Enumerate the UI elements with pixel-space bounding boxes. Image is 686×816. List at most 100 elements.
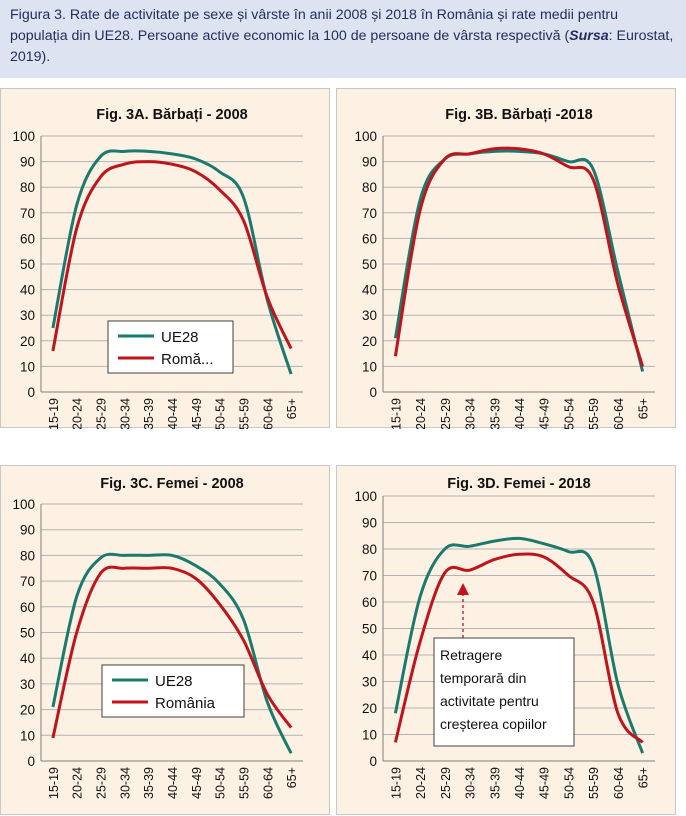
- y-tick-label: 40: [362, 283, 377, 298]
- series-line-romania: [51, 160, 293, 352]
- annotation-text: activitate pentru: [440, 693, 539, 709]
- series-line-ue28: [393, 536, 645, 754]
- chart-panel-3b: Fig. 3B. Bărbați -2018 0 10 20 30 40 50 60 70 80 9…: [336, 88, 676, 429]
- y-tick-label: 80: [362, 542, 377, 557]
- legend-label: UE28: [161, 329, 199, 346]
- x-tick-label: 30-34: [118, 398, 132, 429]
- y-tick-label: 100: [12, 497, 35, 512]
- x-tick-label: 45-49: [538, 398, 552, 429]
- x-tick-label: 55-59: [587, 767, 601, 799]
- x-tick-label: 50-54: [214, 398, 228, 429]
- y-tick-label: 20: [20, 334, 35, 349]
- x-tick-label: 30-34: [118, 767, 132, 799]
- legend-label: UE28: [155, 673, 193, 690]
- y-tick-label: 0: [369, 754, 377, 769]
- legend-label: România: [155, 695, 216, 712]
- x-tick-label: 25-29: [95, 398, 109, 429]
- chart-title: Fig. 3A. Bărbați - 2008: [96, 107, 248, 123]
- y-tick-label: 100: [354, 489, 377, 504]
- annotation-box: [433, 637, 575, 747]
- caption-source-label: Sursa: [569, 28, 609, 44]
- chart-panel-3a: Fig. 3A. Bărbați - 2008 0 10 20 30 40 50 60 70 80…: [0, 88, 330, 429]
- x-tick-label: 50-54: [562, 767, 576, 799]
- chart-3a: Fig. 3A. Bărbați - 2008 0 10 20 30 40 50 60 70 80…: [12, 107, 303, 429]
- y-tick-label: 90: [20, 155, 35, 170]
- y-tick-label: 90: [362, 155, 377, 170]
- y-tick-label: 100: [12, 129, 35, 144]
- chart-title: Fig. 3C. Femei - 2008: [100, 476, 243, 492]
- series-line-ue28: [393, 149, 645, 372]
- chart-3c: Fig. 3C. Femei - 2008 0 10 20 30 40 50 60 70 80 90…: [12, 476, 303, 799]
- x-tick-label: 60-64: [261, 767, 275, 799]
- figure-caption: Figura 3. Rate de activitate pe sexe și …: [0, 0, 686, 78]
- series-line-ue28: [51, 149, 293, 375]
- chart-panel-3c: Fig. 3C. Femei - 2008 0 10 20 30 40 50 60 70 80 90…: [0, 465, 330, 815]
- x-tick-label: 65+: [285, 398, 299, 419]
- chart-3b: Fig. 3B. Bărbați -2018 0 10 20 30 40 50 60 70 80 9…: [354, 107, 655, 429]
- x-tick-label: 65+: [637, 398, 651, 419]
- y-tick-label: 70: [362, 206, 377, 221]
- x-tick-label: 30-34: [464, 767, 478, 799]
- legend-box: [107, 320, 234, 374]
- y-tick-label: 30: [362, 675, 377, 690]
- x-tick-label: 40-44: [166, 767, 180, 799]
- x-tick-label: 15-19: [47, 398, 61, 429]
- y-tick-label: 10: [20, 728, 35, 743]
- series-line-romania: [393, 552, 644, 744]
- x-tick-label: 40-44: [513, 398, 527, 429]
- x-tick-label: 25-29: [95, 767, 109, 799]
- legend-label: Romă...: [161, 351, 214, 368]
- x-tick-label: 60-64: [612, 398, 626, 429]
- annotation-text: creșterea copiilor: [440, 716, 547, 732]
- y-tick-label: 100: [354, 129, 377, 144]
- x-tick-label: 55-59: [587, 398, 601, 429]
- x-tick-label: 35-39: [142, 398, 156, 429]
- y-tick-label: 30: [20, 308, 35, 323]
- x-tick-label: 15-19: [47, 767, 61, 799]
- y-tick-label: 10: [362, 359, 377, 374]
- x-tick-label: 20-24: [414, 767, 428, 799]
- x-tick-label: 25-29: [439, 767, 453, 799]
- y-tick-label: 90: [362, 516, 377, 531]
- x-tick-label: 20-24: [71, 398, 85, 429]
- y-tick-label: 60: [362, 231, 377, 246]
- y-tick-label: 90: [20, 523, 35, 538]
- chart-title: Fig. 3B. Bărbați -2018: [445, 107, 592, 123]
- annotation-text: Retragere: [440, 647, 502, 663]
- x-tick-label: 40-44: [513, 767, 527, 799]
- x-tick-label: 45-49: [190, 767, 204, 799]
- caption-text: Figura 3. Rate de activitate pe sexe și …: [10, 7, 619, 44]
- y-tick-label: 70: [20, 574, 35, 589]
- x-tick-label: 45-49: [538, 767, 552, 799]
- y-tick-label: 80: [362, 180, 377, 195]
- y-tick-label: 60: [20, 231, 35, 246]
- x-tick-label: 60-64: [612, 767, 626, 799]
- y-tick-label: 40: [20, 283, 35, 298]
- y-tick-label: 20: [20, 703, 35, 718]
- series-line-ue28: [51, 552, 293, 754]
- y-tick-label: 50: [362, 257, 377, 272]
- x-tick-label: 15-19: [389, 398, 403, 429]
- annotation-text: temporară din: [440, 670, 526, 686]
- legend-box: [101, 664, 245, 718]
- y-tick-label: 40: [362, 648, 377, 663]
- chart-title: Fig. 3D. Femei - 2018: [447, 476, 590, 492]
- x-tick-label: 35-39: [488, 398, 502, 429]
- x-tick-label: 30-34: [464, 398, 478, 429]
- y-tick-label: 50: [362, 622, 377, 637]
- caption-source-text: : Eurostat, 2019).: [10, 28, 674, 65]
- y-tick-label: 20: [362, 334, 377, 349]
- y-tick-label: 0: [27, 385, 35, 400]
- y-tick-label: 40: [20, 651, 35, 666]
- x-tick-label: 35-39: [488, 767, 502, 799]
- x-tick-label: 55-59: [237, 767, 251, 799]
- y-tick-label: 10: [362, 728, 377, 743]
- x-tick-label: 50-54: [214, 767, 228, 799]
- chart-3d: Fig. 3D. Femei - 2018 0 10 20 30 40 50 60 70 80 90…: [354, 476, 655, 799]
- y-tick-label: 20: [362, 701, 377, 716]
- y-tick-label: 80: [20, 180, 35, 195]
- series-line-romania: [393, 146, 645, 367]
- y-tick-label: 0: [27, 754, 35, 769]
- y-tick-label: 30: [362, 308, 377, 323]
- x-tick-label: 65+: [637, 767, 651, 788]
